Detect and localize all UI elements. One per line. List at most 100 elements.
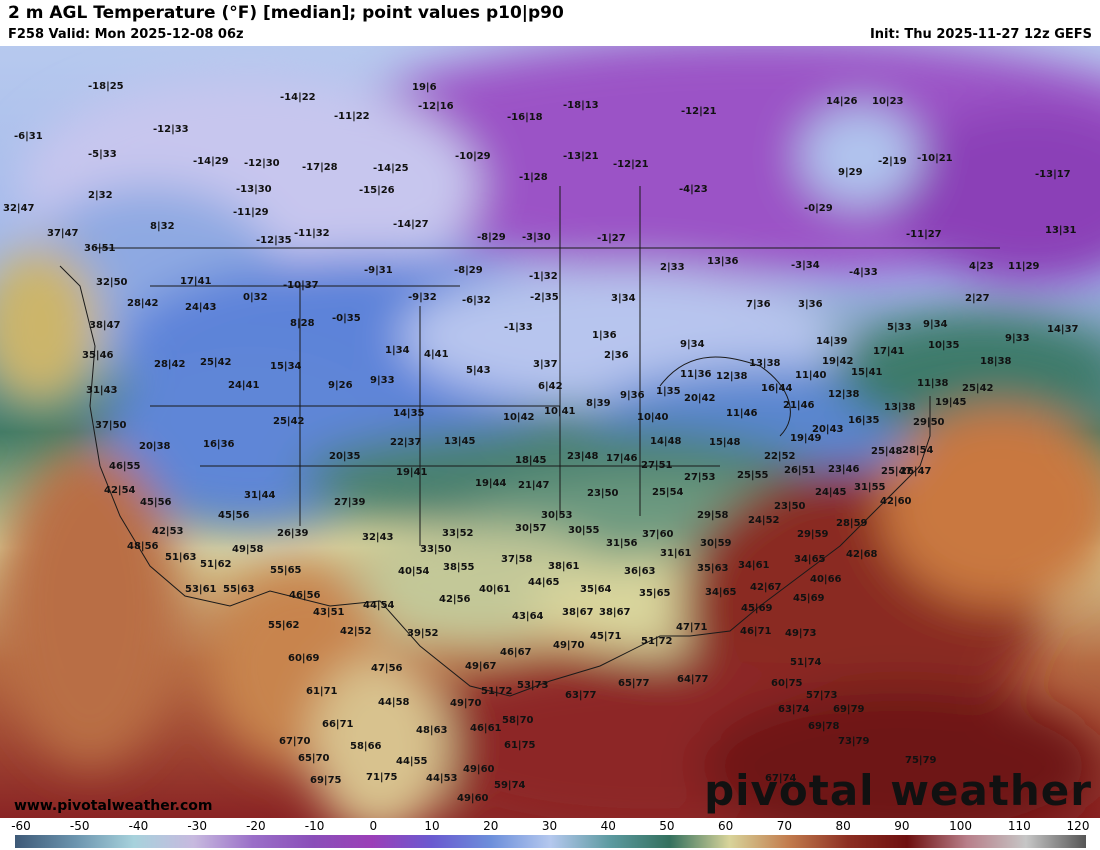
point-value: 29|59 bbox=[797, 529, 829, 540]
point-value: 13|36 bbox=[707, 256, 739, 267]
point-value: 75|79 bbox=[905, 755, 937, 766]
point-value: 13|38 bbox=[749, 358, 781, 369]
point-value: 24|52 bbox=[748, 515, 780, 526]
point-value: 26|39 bbox=[277, 528, 309, 539]
point-value: 24|41 bbox=[228, 380, 260, 391]
point-value: 14|48 bbox=[650, 436, 682, 447]
point-value: 10|40 bbox=[637, 412, 669, 423]
temperature-map bbox=[0, 46, 1100, 818]
colorbar-tick-label: 0 bbox=[369, 819, 378, 833]
point-value: 37|58 bbox=[501, 554, 533, 565]
point-value: 16|36 bbox=[203, 439, 235, 450]
point-value: 61|71 bbox=[306, 686, 338, 697]
colorbar-tick-label: 40 bbox=[600, 819, 616, 833]
point-value: 24|45 bbox=[815, 487, 847, 498]
point-value: -8|29 bbox=[454, 265, 483, 276]
point-value: 11|40 bbox=[795, 370, 827, 381]
point-value: 23|46 bbox=[828, 464, 860, 475]
point-value: 65|77 bbox=[618, 678, 650, 689]
point-value: 4|23 bbox=[969, 261, 994, 272]
point-value: 42|56 bbox=[439, 594, 471, 605]
point-value: -1|32 bbox=[529, 271, 558, 282]
point-value: 32|50 bbox=[96, 277, 128, 288]
point-value: 69|78 bbox=[808, 721, 840, 732]
point-value: 9|33 bbox=[370, 375, 395, 386]
point-value: 47|56 bbox=[371, 663, 403, 674]
point-value: 38|55 bbox=[443, 562, 475, 573]
point-value: -4|33 bbox=[849, 267, 878, 278]
point-value: 38|61 bbox=[548, 561, 580, 572]
point-value: 58|70 bbox=[502, 715, 534, 726]
point-value: 23|50 bbox=[587, 488, 619, 499]
point-value: 42|68 bbox=[846, 549, 878, 560]
point-value: 31|44 bbox=[244, 490, 276, 501]
point-value: 38|67 bbox=[599, 607, 631, 618]
point-value: -18|13 bbox=[563, 100, 599, 111]
point-value: 53|61 bbox=[185, 584, 217, 595]
point-value: 35|64 bbox=[580, 584, 612, 595]
point-value: 67|74 bbox=[765, 773, 797, 784]
point-value: 33|50 bbox=[420, 544, 452, 555]
point-value: -14|25 bbox=[373, 163, 409, 174]
point-value: -12|21 bbox=[681, 106, 717, 117]
point-value: 21|46 bbox=[783, 400, 815, 411]
colorbar-tick-label: -60 bbox=[11, 819, 31, 833]
colorbar-tick-label: 80 bbox=[835, 819, 851, 833]
point-value: 69|79 bbox=[833, 704, 865, 715]
point-value: -3|30 bbox=[522, 232, 551, 243]
point-value: -8|29 bbox=[477, 232, 506, 243]
point-value: 31|56 bbox=[606, 538, 638, 549]
point-value: 46|61 bbox=[470, 723, 502, 734]
point-value: 27|53 bbox=[684, 472, 716, 483]
point-value: 45|69 bbox=[741, 603, 773, 614]
point-value: 20|42 bbox=[684, 393, 716, 404]
point-value: 42|53 bbox=[152, 526, 184, 537]
point-value: 45|69 bbox=[793, 593, 825, 604]
point-value: 34|65 bbox=[794, 554, 826, 565]
point-value: -0|35 bbox=[332, 313, 361, 324]
point-value: -9|32 bbox=[408, 292, 437, 303]
point-value: 24|43 bbox=[185, 302, 217, 313]
colorbar-strip bbox=[15, 835, 1086, 848]
point-value: 42|60 bbox=[880, 496, 912, 507]
point-value: 20|43 bbox=[812, 424, 844, 435]
point-value: 15|34 bbox=[270, 361, 302, 372]
point-value: 30|55 bbox=[568, 525, 600, 536]
point-value: 67|70 bbox=[279, 736, 311, 747]
point-value: 35|63 bbox=[697, 563, 729, 574]
point-value: 1|35 bbox=[656, 386, 681, 397]
point-value: 46|56 bbox=[289, 590, 321, 601]
point-value: 11|38 bbox=[917, 378, 949, 389]
colorbar-tick-label: 70 bbox=[776, 819, 793, 833]
point-value: 19|41 bbox=[396, 467, 428, 478]
point-value: -13|21 bbox=[563, 151, 599, 162]
point-value: 53|73 bbox=[517, 680, 549, 691]
point-value: 19|42 bbox=[822, 356, 854, 367]
point-value: 31|55 bbox=[854, 482, 886, 493]
point-value: 17|41 bbox=[873, 346, 905, 357]
point-value: 46|55 bbox=[109, 461, 141, 472]
point-value: 45|56 bbox=[140, 497, 172, 508]
point-value: -2|35 bbox=[530, 292, 559, 303]
point-value: 3|37 bbox=[533, 359, 558, 370]
colorbar-tick-label: -10 bbox=[304, 819, 325, 833]
point-value: -12|21 bbox=[613, 159, 649, 170]
point-value: -10|21 bbox=[917, 153, 953, 164]
point-value: 36|51 bbox=[84, 243, 116, 254]
colorbar-tick-label: 90 bbox=[894, 819, 910, 833]
point-value: 3|34 bbox=[611, 293, 636, 304]
point-value: 25|54 bbox=[652, 487, 684, 498]
colorbar: -60 -50 -40 -30 -20 -10 0 10 20 30 40 50 60 70 80 90 100… bbox=[0, 818, 1100, 850]
point-value: 5|43 bbox=[466, 365, 491, 376]
colorbar-tick-label: 50 bbox=[659, 819, 675, 833]
point-value: 55|62 bbox=[268, 620, 300, 631]
point-value: 47|71 bbox=[676, 622, 708, 633]
point-value: -14|27 bbox=[393, 219, 429, 230]
point-value: 10|42 bbox=[503, 412, 535, 423]
colorbar-tick-label: -40 bbox=[128, 819, 149, 833]
point-value: 49|58 bbox=[232, 544, 264, 555]
point-value: 9|33 bbox=[1005, 333, 1030, 344]
point-value: -1|27 bbox=[597, 233, 626, 244]
point-value: 17|46 bbox=[606, 453, 638, 464]
point-value: 8|28 bbox=[290, 318, 315, 329]
